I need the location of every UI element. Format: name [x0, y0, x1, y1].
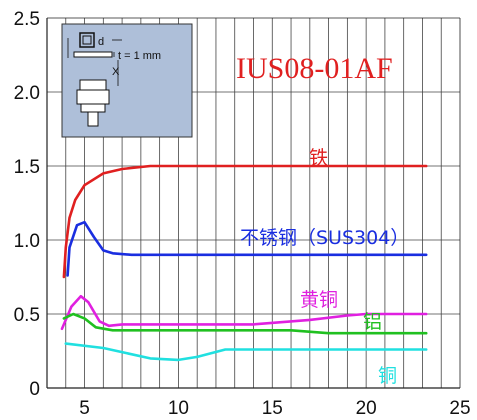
series-lines	[60, 164, 428, 362]
y-tick-label: 2.5	[14, 9, 40, 30]
inset-t-label: t = 1 mm	[118, 50, 161, 62]
y-tick-label: 1.5	[14, 157, 40, 178]
series-label-brass: 黄铜	[300, 289, 338, 311]
series-label-aluminum: 铝	[363, 311, 382, 333]
inset-x-label: X	[112, 66, 120, 78]
x-tick-labels: 5 10 15 20 25	[79, 398, 470, 419]
target-inner-icon	[82, 35, 92, 45]
y-tick-label: 0.5	[14, 305, 40, 326]
series-line-4	[64, 342, 428, 362]
series-line-2	[60, 294, 428, 331]
inset-d-label: d	[98, 36, 104, 48]
y-tick-label: 0	[29, 379, 40, 400]
series-line-3	[62, 312, 428, 335]
series-line-1	[66, 220, 428, 277]
y-tick-labels: 0 0.5 1.0 1.5 2.0 2.5	[14, 9, 40, 400]
y-tick-label: 2.0	[14, 83, 40, 104]
sensor-cable-icon	[87, 111, 99, 127]
chart-title: IUS08-01AF	[236, 52, 393, 85]
x-tick-label: 15	[262, 398, 283, 419]
series-label-iron: 铁	[309, 147, 328, 169]
x-tick-label: 5	[79, 398, 90, 419]
sensor-head-icon	[79, 79, 107, 91]
sensor-inset-diagram: d t = 1 mm X	[61, 23, 193, 138]
x-tick-label: 25	[449, 398, 470, 419]
series-label-copper: 铜	[378, 365, 397, 387]
y-tick-label: 1.0	[14, 231, 40, 252]
axes	[46, 17, 461, 389]
target-plate-icon	[73, 51, 113, 58]
sensor-nut-icon	[80, 103, 106, 113]
x-tick-label: 20	[356, 398, 377, 419]
series-line-0	[62, 164, 428, 279]
target-square-icon	[79, 32, 95, 48]
series-label-stainless: 不锈钢（SUS304）	[240, 227, 409, 249]
x-tick-label: 10	[168, 398, 189, 419]
sensor-body-icon	[76, 89, 110, 105]
